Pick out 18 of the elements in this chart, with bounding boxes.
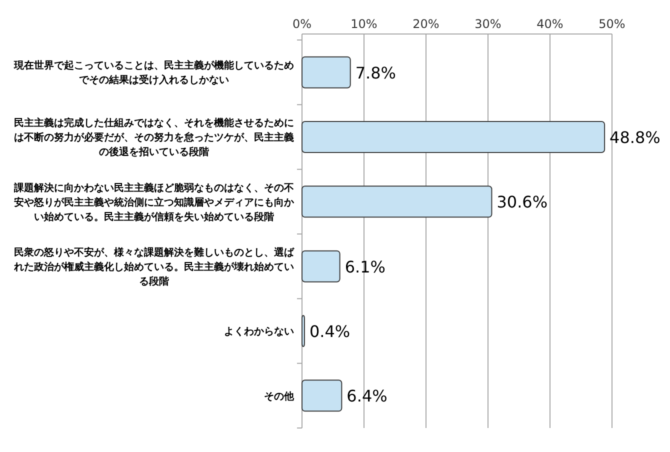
y-tick-label: 民主主義は完成した仕組みではなく、それを機能させるためには不断の努力が必要だが、その努力を怠ったツケが、民主主義の後退を招いている段階	[14, 117, 294, 158]
x-tick-label: 10%	[350, 17, 378, 31]
y-tick-label: その他	[264, 390, 295, 402]
y-tick-label: よくわからない	[224, 326, 294, 338]
data-label: 7.8%	[355, 63, 396, 82]
y-tick-label: 現在世界で起こっていることは、民主主義が機能しているためでその結果は受け入れるしかない	[13, 60, 294, 86]
x-tick-label: 50%	[598, 17, 626, 31]
data-label: 48.8%	[610, 128, 660, 147]
x-tick-label: 30%	[474, 17, 502, 31]
y-tick-label: 民衆の怒りや不安が、様々な課題解決を難しいものとし、選ばれた政治が権威主義化し始めている。民主主義が壊れ始めている段階	[13, 246, 295, 288]
y-tick-label: 課題解決に向かわない民主主義ほど脆弱なものはなく、その不安や怒りが民主主義や統治側に立つ知識層やメディアにも向かい始めている。民主主義が信頼を失い始めている段階	[13, 182, 295, 223]
data-label: 0.4%	[309, 322, 350, 341]
data-label: 30.6%	[496, 192, 548, 212]
data-label: 6.1%	[344, 257, 386, 276]
x-tick-label: 0%	[292, 17, 312, 31]
x-tick-label: 20%	[412, 17, 440, 31]
x-tick-label: 40%	[536, 17, 564, 31]
data-label: 6.4%	[346, 386, 388, 406]
